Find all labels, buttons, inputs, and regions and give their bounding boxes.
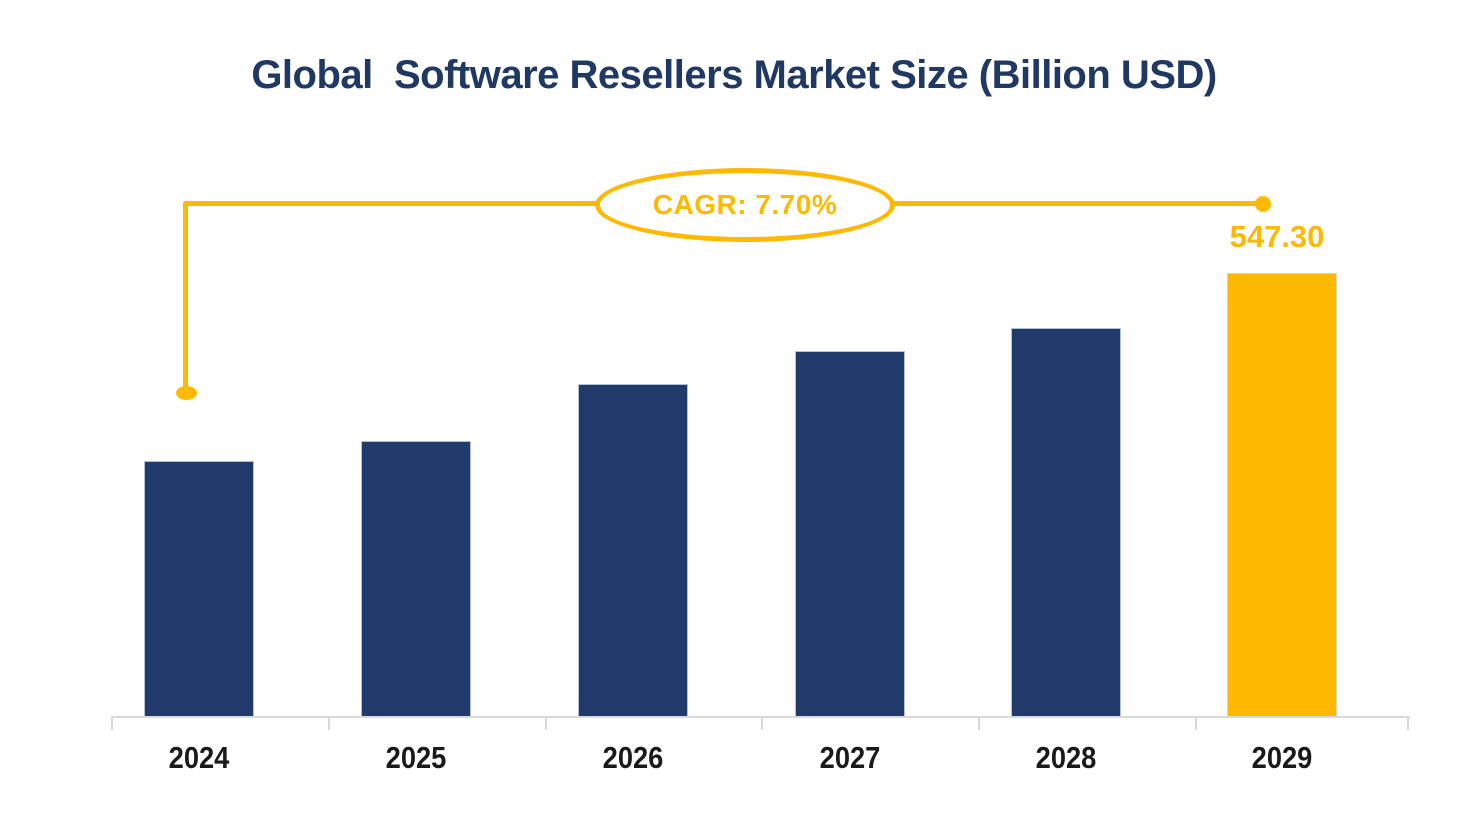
callout-endpoint-dot-left — [176, 386, 197, 400]
x-axis-tick — [111, 716, 113, 730]
bar-2025 — [361, 441, 471, 717]
x-axis-tick — [978, 716, 980, 730]
bar-2029 — [1227, 273, 1337, 717]
x-axis-tick — [328, 716, 330, 730]
x-tick-label-2026: 2026 — [602, 740, 664, 775]
bar-2028 — [1011, 328, 1121, 717]
data-label-2029: 547.30 — [1229, 219, 1325, 254]
x-axis-tick — [1407, 716, 1409, 730]
x-axis-tick — [545, 716, 547, 730]
callout-endpoint-dot-right — [1255, 196, 1271, 212]
cagr-badge: CAGR: 7.70% — [595, 168, 895, 242]
bar-2027 — [795, 351, 905, 717]
chart-title: Global Software Resellers Market Size (B… — [251, 53, 1217, 97]
x-tick-label-2029: 2029 — [1251, 740, 1313, 775]
x-tick-label-2027: 2027 — [819, 740, 881, 775]
bar-2026 — [578, 384, 688, 717]
x-tick-label-2024: 2024 — [168, 740, 230, 775]
x-tick-label-2025: 2025 — [385, 740, 447, 775]
cagr-label: CAGR: 7.70% — [652, 189, 838, 220]
bar-2024 — [144, 461, 254, 717]
x-axis-tick — [761, 716, 763, 730]
x-tick-label-2028: 2028 — [1035, 740, 1097, 775]
callout-connector-vertical-line — [183, 201, 188, 391]
x-axis-tick — [1195, 716, 1197, 730]
